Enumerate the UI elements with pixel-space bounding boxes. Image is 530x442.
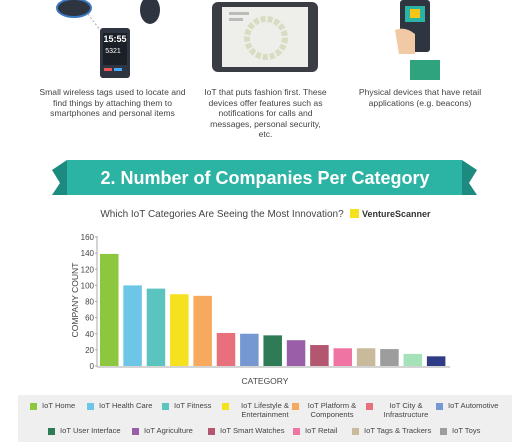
bar [333,348,352,366]
feature-description: Physical devices that have retail applic… [358,87,482,108]
legend-label: IoT Fitness [174,401,212,410]
legend-swatch [366,403,373,410]
bar [193,295,212,366]
bar [240,333,259,366]
legend-swatch [208,428,215,435]
bar [426,356,446,366]
y-tick-label: 20 [85,346,94,355]
y-tick-label: 0 [90,362,95,371]
bar [356,348,376,366]
bar [123,285,142,366]
logo: VentureScanner [362,209,431,219]
legend-item: IoT Platform & Components [292,401,360,419]
legend-swatch [436,403,443,410]
feature-description: IoT that puts fashion first. These devic… [204,87,327,140]
legend-label: IoT Automotive [448,401,499,410]
bar [263,335,282,366]
legend-swatch [293,428,300,435]
bar [403,353,423,366]
bar [146,288,166,366]
y-tick-label: 80 [85,298,94,307]
legend-item: IoT Health Care [87,401,153,411]
bar [286,340,306,366]
legend-swatch [132,428,139,435]
legend-swatch [352,428,359,435]
watch-steps: 5321 [105,48,121,55]
chart-title: Which IoT Categories Are Seeing the Most… [100,209,344,220]
legend-item: IoT Tags & Trackers [352,426,432,436]
legend-item: IoT User Interface [48,426,121,436]
legend-label: IoT City & Infrastructure [383,401,429,419]
legend-item: IoT Toys [440,426,481,436]
legend-swatch [162,403,169,410]
tablet-icon [212,2,318,72]
y-tick-label: 40 [85,330,94,339]
legend-label: IoT Smart Watches [220,426,285,435]
legend-label: IoT Lifestyle & Entertainment [241,401,289,419]
legend-box [18,395,512,442]
feature-description: Small wireless tags used to locate and f… [39,87,186,119]
legend-label: IoT Platform & Components [307,401,357,419]
y-axis-label: COMPANY COUNT [70,263,80,338]
legend-item: IoT Fitness [162,401,212,411]
legend-item: IoT Home [30,401,76,411]
legend-label: IoT Retail [305,426,338,435]
legend-label: IoT User Interface [60,426,121,435]
legend-swatch [222,403,229,410]
legend-label: IoT Health Care [99,401,153,410]
legend-item: IoT Agriculture [132,426,193,436]
legend-label: IoT Agriculture [144,426,193,435]
legend-swatch [292,403,299,410]
legend-item: IoT City & Infrastructure [366,401,434,419]
legend-swatch [48,428,55,435]
y-tick-label: 60 [85,314,94,323]
legend-swatch [30,403,37,410]
legend-item: IoT Retail [293,426,338,436]
tags-icon [56,0,160,78]
bar [380,349,399,366]
banner-ribbon [52,160,477,195]
legend-label: IoT Toys [452,426,481,435]
y-tick-label: 120 [81,265,95,274]
legend-item: IoT Lifestyle & Entertainment [222,401,296,419]
y-tick-label: 100 [81,281,95,290]
bar [216,332,236,366]
watch-time: 15:55 [103,34,126,44]
legend-item: IoT Smart Watches [208,426,285,436]
y-tick-label: 140 [81,249,95,258]
bar [100,253,119,366]
logo-mark [350,209,359,218]
bar [170,294,189,366]
legend-label: IoT Home [42,401,76,410]
y-tick-label: 160 [81,233,95,242]
legend-swatch [87,403,94,410]
x-axis-label: CATEGORY [242,376,289,386]
phone-icon [395,0,440,80]
banner-title: 2. Number of Companies Per Category [100,168,429,188]
bar [310,345,329,366]
legend-item: IoT Automotive [436,401,499,411]
legend-label: IoT Tags & Trackers [364,426,432,435]
legend-swatch [440,428,447,435]
